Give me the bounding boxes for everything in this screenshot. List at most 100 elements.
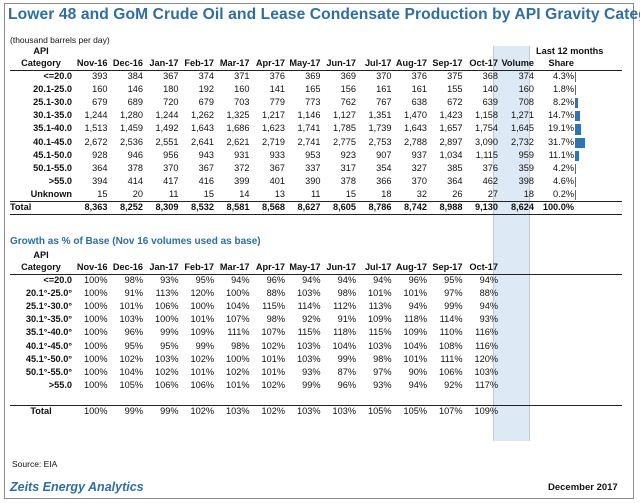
value-cell: 94% — [302, 275, 321, 286]
value-cell: 90% — [408, 366, 427, 377]
value-cell: 94% — [408, 301, 427, 312]
table-row: 25.1-30.0 679 689 720 679 703 779 773 762 767 638 6… — [10, 96, 574, 109]
value-cell: 779 — [269, 97, 285, 108]
value-cell: 95% — [444, 275, 463, 286]
header-volume: Volume — [501, 58, 534, 68]
table1-total-rule — [10, 201, 622, 203]
value-cell: 103% — [297, 288, 321, 299]
value-cell: 1,262 — [191, 110, 214, 121]
value-cell: 1,754 — [475, 123, 498, 134]
value-cell: 102% — [190, 406, 215, 417]
share-cell: 31.7% — [547, 136, 574, 147]
value-cell: 11 — [310, 188, 321, 199]
share-bar — [575, 72, 577, 83]
value-cell: 1,513 — [84, 123, 108, 134]
value-cell: 100% — [84, 366, 108, 377]
value-cell: 8,742 — [404, 202, 427, 213]
value-cell: 1,459 — [120, 123, 143, 134]
header-share: Share — [548, 58, 574, 68]
value-cell: 106% — [155, 379, 179, 390]
value-cell: 103% — [155, 353, 179, 364]
value-cell: 374 — [198, 71, 214, 82]
table-row: 45.1-50.0 928 946 956 943 931 933 953 923 907 937 1… — [10, 149, 574, 162]
table-row: Unknown 15 20 11 15 14 13 11 15 18 32 26 27 18 0.2% — [10, 188, 574, 201]
table-row: 35.1-40.0 1,513 1,459 1,492 1,643 1,686 1,623 1… — [10, 122, 574, 135]
value-cell: 99% — [195, 340, 214, 351]
value-cell: 1,686 — [226, 123, 250, 134]
share-bar — [575, 111, 580, 122]
spacer-cell — [10, 392, 498, 405]
category-cell: 45.1°-50.0° — [25, 353, 72, 364]
volume-cell: 1,645 — [511, 123, 534, 134]
value-cell: 106% — [155, 301, 179, 312]
value-cell: 8,627 — [297, 202, 321, 213]
table-row: 40.1-45.0 2,672 2,536 2,551 2,641 2,621 2,719 2… — [10, 136, 574, 149]
value-cell: 2,897 — [439, 136, 463, 147]
table-row: 35.1°-40.0° 100% 96% 99% 109% 111% 107% 115% 118… — [10, 326, 498, 339]
value-cell: 94% — [479, 275, 498, 286]
value-cell: 9,130 — [475, 202, 498, 213]
value-cell: 639 — [482, 97, 498, 108]
value-cell: 100% — [84, 314, 108, 325]
table-row: >55.0 394 414 417 416 399 401 390 378 366 370 364 46… — [10, 175, 574, 188]
category-cell: 50.1°-55.0° — [25, 366, 72, 377]
value-cell: 367 — [198, 162, 214, 173]
share-cell: 100.0% — [542, 202, 574, 213]
value-cell: 15 — [97, 188, 108, 199]
last12-label: Last 12 months — [536, 46, 604, 56]
value-cell: 101% — [368, 288, 392, 299]
value-cell: 462 — [482, 175, 498, 186]
table2-total-rule — [10, 405, 622, 407]
value-cell: 97% — [373, 366, 392, 377]
value-cell: 94% — [479, 301, 498, 312]
category-cell: 30.1-35.0 — [33, 110, 72, 121]
category-cell: Unknown — [30, 188, 72, 199]
header-month: Feb-17 — [184, 58, 214, 68]
value-cell: 417 — [163, 175, 179, 186]
value-cell: 370 — [163, 162, 179, 173]
value-cell: 156 — [340, 84, 356, 95]
value-cell: 141 — [269, 84, 285, 95]
growth-section-title: Growth as % of Base (Nov 16 volumes used… — [10, 236, 261, 247]
value-cell: 99% — [124, 406, 143, 417]
value-cell: 370 — [411, 175, 427, 186]
value-cell: 375 — [447, 71, 463, 82]
table-row: 45.1°-50.0° 100% 102% 103% 102% 100% 101% 103% 9… — [10, 353, 498, 366]
header-api-label: API — [33, 46, 49, 56]
value-cell: 105% — [119, 379, 144, 390]
header-month: Mar-17 — [219, 262, 250, 272]
value-cell: 165 — [305, 84, 321, 95]
value-cell: 105% — [403, 406, 428, 417]
header-month: May-17 — [289, 58, 321, 68]
total-row: Total 8,363 8,252 8,309 8,532 8,581 8,568 8,627… — [10, 201, 574, 214]
value-cell: 720 — [163, 97, 179, 108]
value-cell: 101% — [403, 353, 428, 364]
value-cell: 385 — [447, 162, 463, 173]
category-cell: 40.1°-45.0° — [25, 340, 72, 351]
table-row: 30.1-35.0 1,244 1,280 1,244 1,262 1,325 1,217 1… — [10, 109, 574, 122]
value-cell: 1,280 — [120, 110, 143, 121]
table1-bottom-rule — [10, 214, 622, 216]
category-cell: Total — [30, 406, 52, 417]
brand-name: Zeits Energy Analytics — [10, 480, 144, 494]
value-cell: 416 — [198, 175, 214, 186]
spacer-row — [10, 392, 498, 405]
value-cell: 1,244 — [84, 110, 108, 121]
volume-cell: 2,732 — [511, 136, 534, 147]
value-cell: 108% — [439, 340, 463, 351]
value-cell: 27 — [487, 188, 498, 199]
value-cell: 99% — [444, 301, 463, 312]
volume-cell: 708 — [518, 97, 534, 108]
header-month: Aug-17 — [395, 58, 427, 68]
value-cell: 366 — [376, 175, 392, 186]
value-cell: 101% — [261, 366, 286, 377]
category-cell: <=20.0 — [43, 71, 72, 82]
value-cell: 92% — [444, 379, 463, 390]
value-cell: 8,605 — [333, 202, 356, 213]
value-cell: 103% — [332, 406, 357, 417]
value-cell: 93% — [373, 379, 392, 390]
value-cell: 103% — [297, 340, 321, 351]
value-cell: 95% — [195, 275, 214, 286]
table1-header-rule — [10, 70, 622, 72]
value-cell: 8,581 — [226, 202, 250, 213]
